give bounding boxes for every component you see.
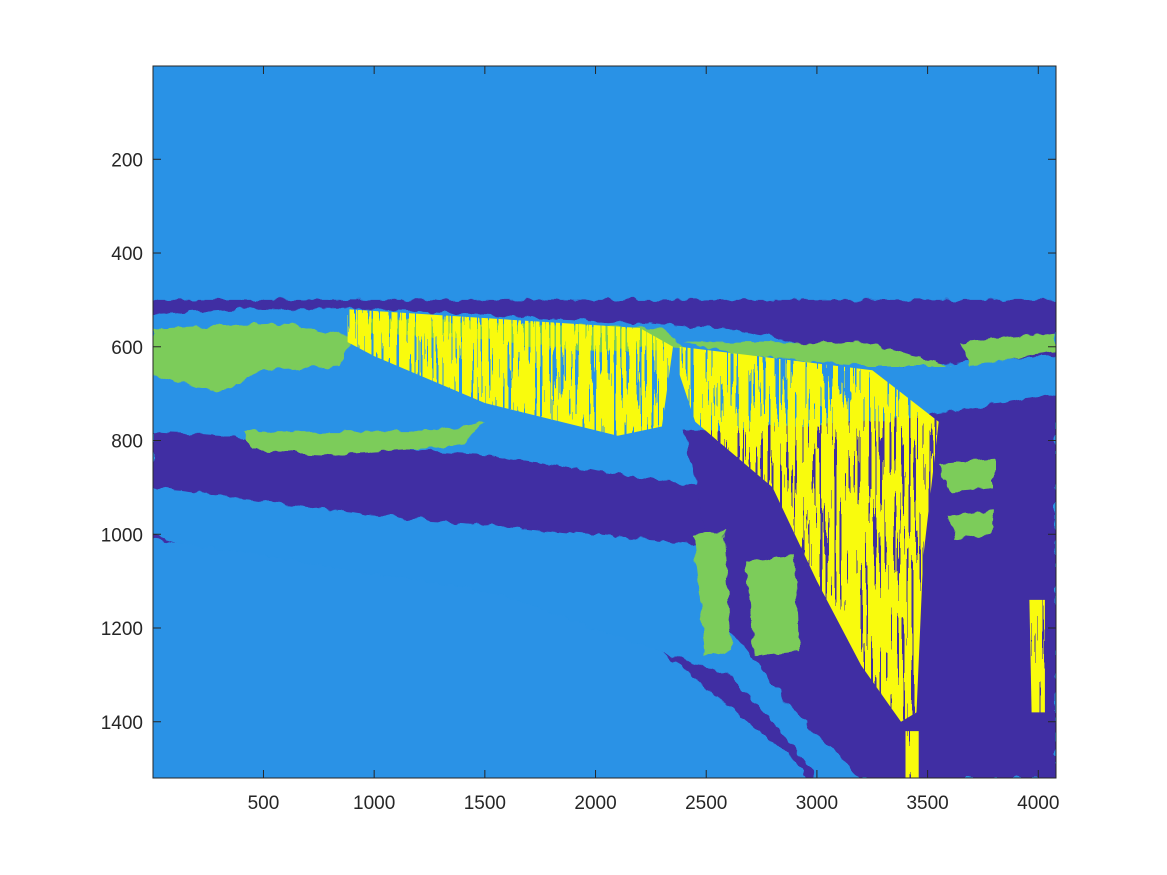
- region-class-3-14: [949, 510, 994, 539]
- region-class-4-18: [905, 731, 919, 778]
- y-tick-label: 200: [111, 150, 143, 171]
- region-class-3-2: [153, 323, 352, 394]
- x-axis: 500 1000 1500 2000 2500 3000 3500 4000: [248, 66, 1059, 814]
- y-tick-label: 600: [111, 338, 143, 359]
- x-tick-label: 500: [248, 793, 280, 814]
- x-tick-label: 3500: [906, 793, 948, 814]
- y-axis: 200 400 600 800 1000 1200 1400: [101, 150, 1056, 734]
- region-class-2-9: [153, 538, 806, 778]
- x-tick-label: 1500: [464, 793, 506, 814]
- x-tick-label: 4000: [1017, 793, 1059, 814]
- region-class-4-15: [347, 309, 673, 436]
- x-tick-label: 2500: [685, 793, 727, 814]
- x-tick-label: 2000: [574, 793, 616, 814]
- y-tick-label: 1400: [101, 713, 143, 734]
- region-class-4-17: [1029, 599, 1045, 713]
- region-class-3-11: [692, 529, 733, 657]
- region-class-3-10: [241, 421, 485, 455]
- x-tick-label: 1000: [353, 793, 395, 814]
- region-class-4-16: [679, 346, 939, 722]
- region-class-3-12: [746, 553, 800, 657]
- region-class-2-0: [153, 66, 1056, 300]
- x-tick-label: 3000: [796, 793, 838, 814]
- region-class-3-4: [684, 342, 950, 366]
- y-tick-label: 1200: [101, 619, 143, 640]
- region-class-3-5: [960, 332, 1056, 366]
- region-class-3-13: [938, 459, 994, 493]
- axes-box: [152, 65, 1057, 779]
- image-plot-area: [153, 66, 1056, 778]
- region-class-1-6: [153, 431, 817, 553]
- y-tick-label: 800: [111, 432, 143, 453]
- y-tick-label: 400: [111, 244, 143, 265]
- y-tick-label: 1000: [101, 525, 143, 546]
